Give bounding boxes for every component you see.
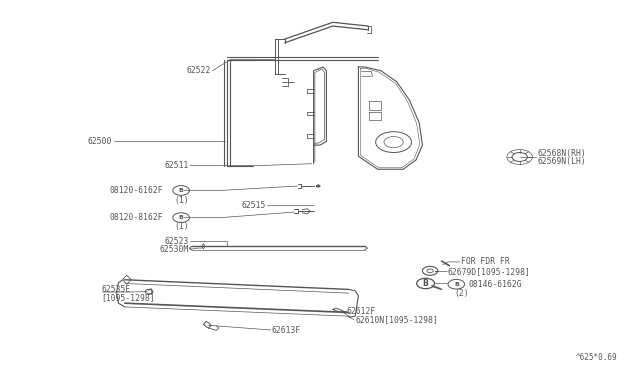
Text: 62523: 62523 (164, 237, 189, 246)
Text: (2): (2) (454, 289, 469, 298)
Text: ^625*0.69: ^625*0.69 (576, 353, 618, 362)
Text: 62535E: 62535E (101, 285, 131, 294)
Text: 62679D[1095-1298]: 62679D[1095-1298] (448, 267, 531, 276)
Text: 62568N(RH): 62568N(RH) (538, 149, 586, 158)
Text: 62511: 62511 (164, 161, 189, 170)
Text: 62522: 62522 (187, 66, 211, 75)
Text: 62613F: 62613F (272, 326, 301, 335)
Text: B: B (179, 215, 184, 220)
Text: 62530M: 62530M (159, 245, 189, 254)
Text: B: B (454, 282, 459, 287)
Text: 08120-8162F: 08120-8162F (109, 213, 163, 222)
Text: 62500: 62500 (88, 137, 112, 146)
Text: 08120-6162F: 08120-6162F (109, 186, 163, 195)
Text: (1): (1) (174, 196, 189, 205)
Text: B: B (423, 279, 428, 288)
Text: [1095-1298]: [1095-1298] (101, 293, 155, 302)
Text: 62610N[1095-1298]: 62610N[1095-1298] (355, 315, 438, 324)
Text: B: B (179, 188, 184, 193)
Text: 08146-6162G: 08146-6162G (468, 280, 522, 289)
Text: FOR FDR FR: FOR FDR FR (461, 257, 509, 266)
Text: 62569N(LH): 62569N(LH) (538, 157, 586, 166)
Text: (1): (1) (174, 222, 189, 231)
Text: 62612F: 62612F (347, 307, 376, 316)
Text: 62515: 62515 (241, 201, 266, 210)
